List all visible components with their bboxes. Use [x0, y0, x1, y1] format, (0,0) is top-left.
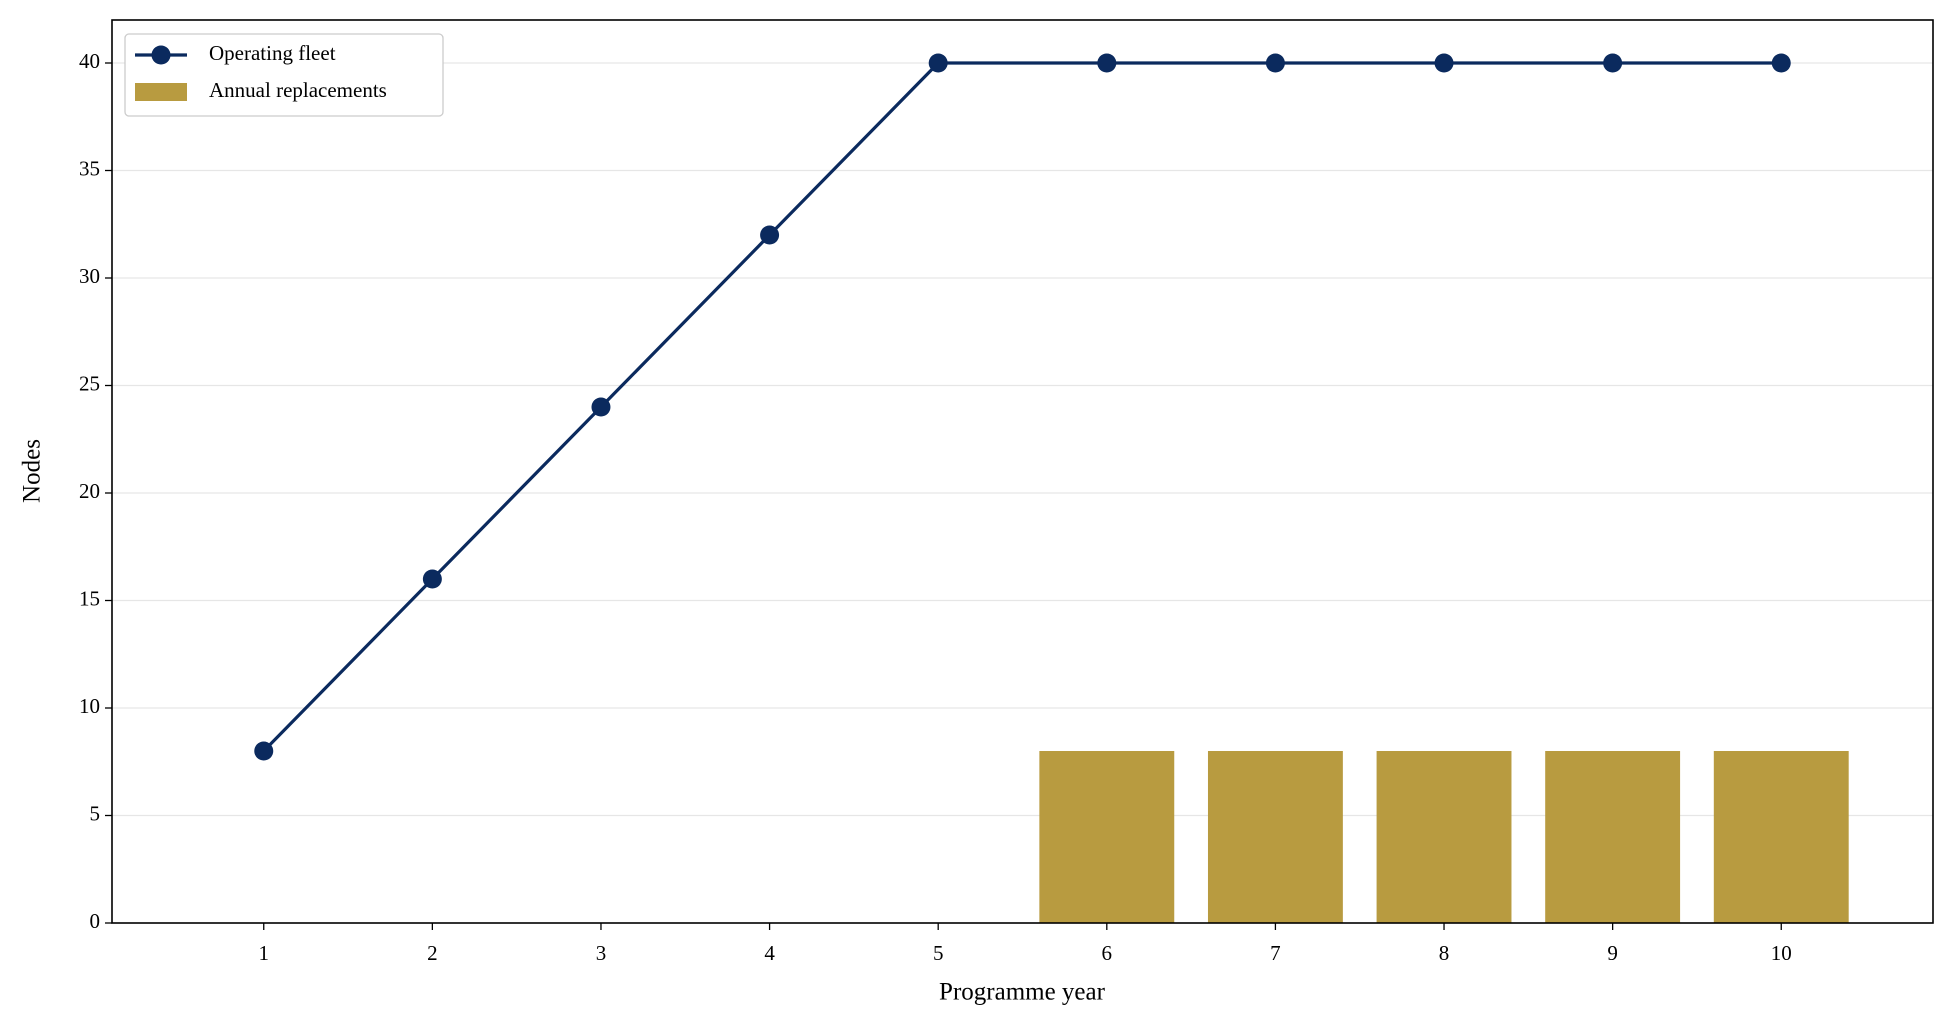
bar: [1713, 751, 1849, 923]
bar: [1039, 751, 1175, 923]
x-tick-label: 8: [1439, 941, 1450, 965]
y-tick-label: 25: [79, 371, 100, 395]
marker: [1603, 53, 1623, 73]
x-tick-label: 10: [1771, 941, 1792, 965]
marker: [760, 225, 780, 245]
legend-swatch: [135, 83, 187, 101]
marker: [1265, 53, 1285, 73]
y-tick-label: 40: [79, 49, 100, 73]
y-tick-label: 0: [90, 909, 101, 933]
marker: [928, 53, 948, 73]
marker: [591, 397, 611, 417]
x-tick-label: 1: [259, 941, 270, 965]
x-tick-label: 3: [596, 941, 607, 965]
x-tick-label: 4: [764, 941, 775, 965]
x-axis-label: Programme year: [939, 979, 1106, 1006]
bar: [1207, 751, 1343, 923]
x-tick-label: 7: [1270, 941, 1281, 965]
line: [262, 61, 1782, 753]
x-tick-label: 9: [1607, 941, 1618, 965]
y-tick-label: 30: [79, 264, 100, 288]
legend-box: [124, 33, 444, 117]
legend-label: Annual replacements: [209, 78, 387, 102]
bar: [1376, 751, 1512, 923]
marker: [1097, 53, 1117, 73]
y-tick-label: 20: [79, 479, 100, 503]
marker: [422, 569, 442, 589]
y-tick-label: 15: [79, 586, 100, 610]
y-tick-label: 35: [79, 156, 100, 180]
bar: [1545, 751, 1681, 923]
x-tick-label: 5: [933, 941, 944, 965]
y-axis-label: Nodes: [19, 439, 46, 503]
x-tick-label: 6: [1102, 941, 1113, 965]
marker: [254, 741, 274, 761]
y-tick-label: 10: [79, 694, 100, 718]
marker: [1434, 53, 1454, 73]
x-tick-label: 2: [427, 941, 438, 965]
plot-frame: [111, 19, 1934, 924]
marker: [1771, 53, 1791, 73]
legend-label: Operating fleet: [209, 41, 336, 65]
y-tick-label: 5: [90, 801, 101, 825]
legend-marker: [151, 45, 171, 65]
